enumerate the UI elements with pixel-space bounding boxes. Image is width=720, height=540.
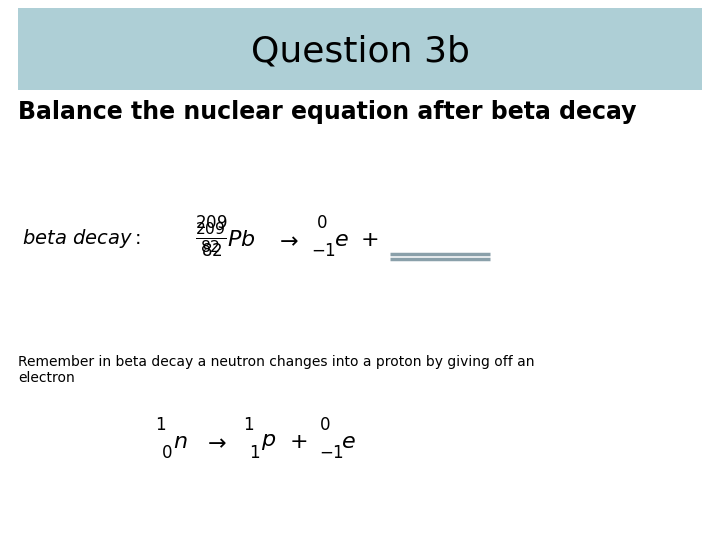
Text: Remember in beta decay a neutron changes into a proton by giving off an: Remember in beta decay a neutron changes… — [18, 355, 534, 369]
Text: $0$: $0$ — [319, 416, 330, 434]
Text: $Pb$: $Pb$ — [227, 230, 256, 250]
Text: electron: electron — [18, 371, 75, 385]
Text: $209$: $209$ — [195, 214, 228, 232]
Text: $\rightarrow$: $\rightarrow$ — [275, 230, 299, 250]
FancyBboxPatch shape — [18, 8, 702, 90]
Text: $+$: $+$ — [289, 432, 307, 452]
Text: $e$: $e$ — [341, 432, 356, 452]
Text: $p$: $p$ — [261, 432, 276, 452]
Text: $\mathregular{\frac{209}{82}}$: $\mathregular{\frac{209}{82}}$ — [195, 220, 227, 255]
Text: $1$: $1$ — [155, 416, 166, 434]
Text: $1$: $1$ — [249, 444, 260, 462]
Text: $e$: $e$ — [334, 230, 348, 250]
Text: $1$: $1$ — [243, 416, 254, 434]
Text: $n$: $n$ — [173, 432, 188, 452]
Text: $\rightarrow$: $\rightarrow$ — [203, 432, 227, 452]
Text: $-1$: $-1$ — [311, 242, 336, 260]
Text: $\it{beta\ decay:}$: $\it{beta\ decay:}$ — [22, 226, 141, 249]
Text: Balance the nuclear equation after beta decay: Balance the nuclear equation after beta … — [18, 100, 636, 124]
Text: $-1$: $-1$ — [319, 444, 344, 462]
Text: $0$: $0$ — [316, 214, 328, 232]
Text: $82$: $82$ — [201, 242, 222, 260]
Text: Question 3b: Question 3b — [251, 35, 469, 69]
Text: $0$: $0$ — [161, 444, 173, 462]
Text: $+$: $+$ — [360, 230, 378, 250]
